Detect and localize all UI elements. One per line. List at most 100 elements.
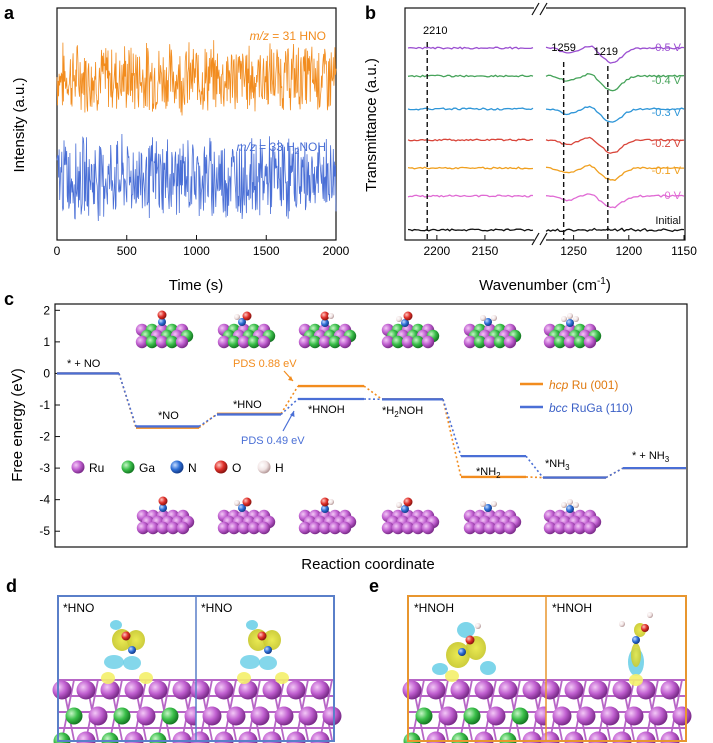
series-line-b <box>545 105 685 123</box>
plot-c-state-labels: * + NO *NO *HNO *HNOH *H2NOH *NH2 *NH3 * + NH3 <box>67 358 670 480</box>
energy-connector-bcc <box>198 413 218 428</box>
series-line-b <box>407 46 534 50</box>
o-atom <box>242 311 252 321</box>
ru-atom <box>588 680 608 700</box>
ru-atom <box>498 680 518 700</box>
ru-atom <box>411 521 425 535</box>
series-label-b: Initial <box>655 215 681 227</box>
ru-atom <box>564 680 584 700</box>
ga-atom <box>65 707 83 725</box>
ru-atom <box>503 335 517 349</box>
xtick-label-a: 500 <box>117 244 137 258</box>
ru-atom <box>463 521 477 535</box>
slab-structures-bottom <box>136 496 602 535</box>
ytick-label-c: -5 <box>39 524 50 538</box>
ru-atom <box>600 706 620 726</box>
energy-connector-hcp <box>280 385 299 415</box>
charge-depletion <box>104 655 124 669</box>
ru-atom <box>338 521 352 535</box>
ru-atom <box>262 680 282 700</box>
adsorbate-atom <box>647 612 653 618</box>
ru-atom <box>576 706 596 726</box>
atom-legend-label: Ru <box>89 461 104 475</box>
n-atom <box>321 319 329 327</box>
ru-atom <box>522 680 542 700</box>
ga-atom <box>247 335 261 349</box>
state-label: * + NH3 <box>632 450 670 464</box>
series-line-h2noh <box>56 133 337 222</box>
state-label: *HNO <box>233 399 262 411</box>
panel-c: c 2 1 0 -1 -2 -3 -4 -5 * + NO *NO *HNO *HNOH *H2NOH… <box>4 289 688 573</box>
series-label-b: -0.2 V <box>652 138 682 150</box>
ru-atom <box>381 521 395 535</box>
adsorbate-atom <box>257 631 267 641</box>
ru-atom <box>401 521 415 535</box>
plot-b-xticks: 2200 2150 1250 1200 1150 <box>423 235 697 258</box>
o-atom <box>157 310 167 320</box>
ru-atom <box>135 335 149 349</box>
ru-atom <box>401 335 415 349</box>
h-atom <box>573 316 579 322</box>
ru-atom <box>450 680 470 700</box>
ytick-label-c: 2 <box>43 303 50 317</box>
o-atom <box>403 311 413 321</box>
ga-atom <box>573 335 587 349</box>
series-line-b <box>545 45 685 64</box>
legend-atoms: Ru Ga N O H <box>71 460 284 475</box>
series-line-b <box>407 194 534 198</box>
plot-b-series <box>407 45 685 233</box>
ga-atom <box>411 335 425 349</box>
xtick-label-a: 2000 <box>323 244 350 258</box>
o-atom <box>320 497 330 507</box>
xlabel-a: Time (s) <box>169 277 223 294</box>
charge-depletion <box>246 620 258 630</box>
ru-atom <box>227 521 241 535</box>
panel-d-label-left: *HNO <box>63 601 94 615</box>
ru-atom <box>308 521 322 535</box>
ru-atom <box>543 521 557 535</box>
n-atom <box>159 504 167 512</box>
ytick-label-c: -1 <box>39 398 50 412</box>
series-line-b <box>407 166 534 170</box>
series-line-b <box>407 107 534 111</box>
ru-atom <box>136 521 150 535</box>
panel-e: e *HNOH *HNOH <box>369 576 692 743</box>
panel-e-label-right: *HNOH <box>552 601 592 615</box>
ga-atom <box>553 335 567 349</box>
state-label: *H2NOH <box>382 405 423 419</box>
xtick-label-b: 2200 <box>423 244 450 258</box>
series-label-b: -0.1 V <box>652 165 682 177</box>
n-atom <box>238 504 246 512</box>
charge-depletion <box>480 661 496 675</box>
plot-a-series <box>56 40 337 222</box>
n-atom <box>566 319 574 327</box>
series-line-b <box>545 193 685 209</box>
charge-depletion <box>629 674 643 686</box>
ga-atom <box>165 335 179 349</box>
o-atom <box>158 496 168 506</box>
series-line-b <box>407 138 534 142</box>
ru-atom <box>88 706 108 726</box>
h-atom <box>567 313 573 319</box>
ru-atom <box>540 680 560 700</box>
h-atom <box>561 502 567 508</box>
label-h2noh: m/z = 33 H2NOH <box>237 140 327 156</box>
adsorbate-atom <box>641 624 649 632</box>
energy-connector-bcc <box>118 373 137 427</box>
series-line-b <box>407 74 534 78</box>
plot-c-frame <box>54 303 688 548</box>
ru-atom <box>298 521 312 535</box>
ru-atom <box>237 335 251 349</box>
charge-depletion <box>445 670 459 682</box>
ga-atom <box>113 707 131 725</box>
h-atom <box>573 502 579 508</box>
ru-atom <box>217 521 231 535</box>
marker-label: 1259 <box>551 42 575 54</box>
ylabel-c: Free energy (eV) <box>9 368 26 481</box>
xtick-label-b: 1150 <box>671 244 697 258</box>
state-label: *NH3 <box>545 458 570 472</box>
ru-atom <box>381 335 395 349</box>
ru-atom <box>156 521 170 535</box>
ru-atom <box>463 335 477 349</box>
ga-atom <box>328 335 342 349</box>
